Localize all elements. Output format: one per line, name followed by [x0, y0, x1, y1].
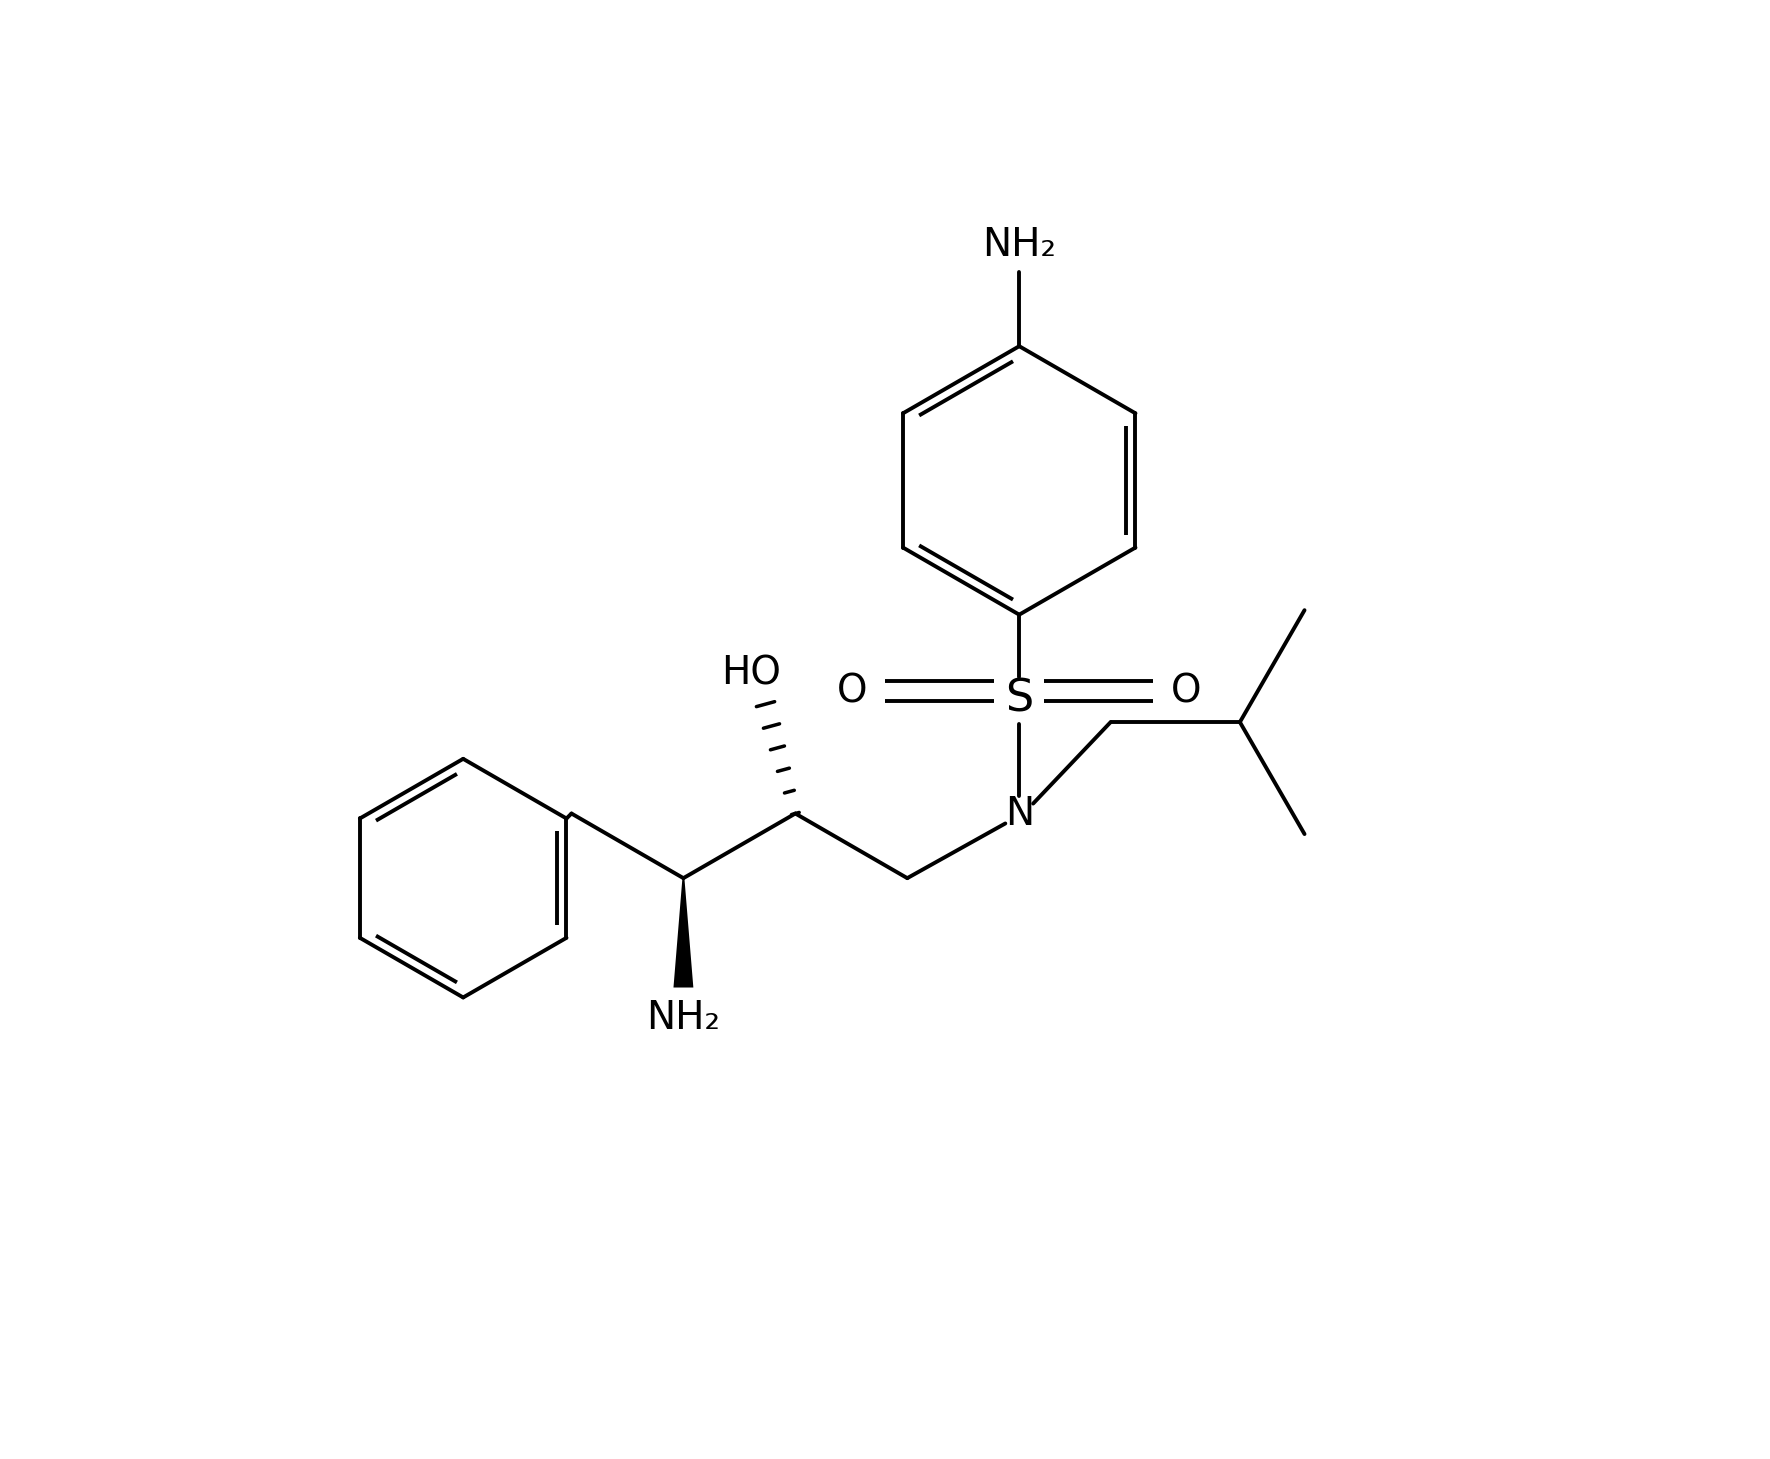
Text: NH₂: NH₂ [646, 999, 720, 1037]
Text: HO: HO [720, 654, 781, 692]
Text: O: O [837, 673, 867, 711]
Text: S: S [1005, 677, 1034, 721]
Text: N: N [1005, 795, 1034, 833]
Text: O: O [1172, 673, 1202, 711]
Polygon shape [673, 878, 694, 988]
Text: NH₂: NH₂ [982, 226, 1057, 264]
